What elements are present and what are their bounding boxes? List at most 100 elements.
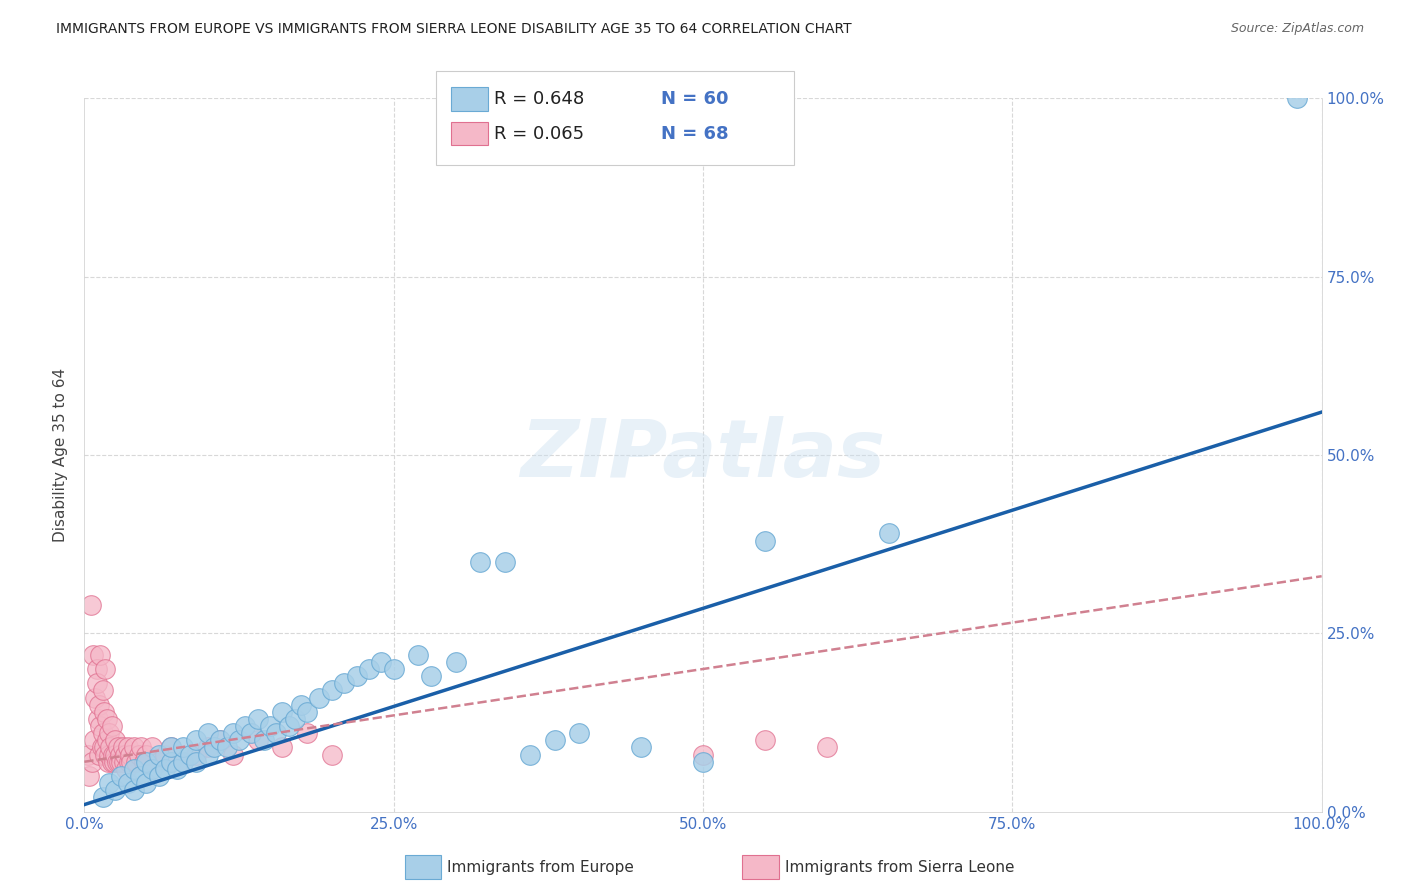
Point <box>215 740 238 755</box>
Point <box>160 740 183 755</box>
Point <box>122 762 145 776</box>
Point <box>100 719 122 733</box>
Point <box>184 733 207 747</box>
Point <box>197 747 219 762</box>
Point <box>444 655 467 669</box>
Point <box>108 755 131 769</box>
Point <box>79 769 101 783</box>
Point <box>96 712 118 726</box>
Point <box>114 747 136 762</box>
Point <box>112 755 135 769</box>
Point <box>107 740 129 755</box>
Point <box>148 769 170 783</box>
Point <box>877 526 900 541</box>
Point <box>222 726 245 740</box>
Text: IMMIGRANTS FROM EUROPE VS IMMIGRANTS FROM SIERRA LEONE DISABILITY AGE 35 TO 64 C: IMMIGRANTS FROM EUROPE VS IMMIGRANTS FRO… <box>56 22 852 37</box>
Point <box>104 747 127 762</box>
Point <box>321 747 343 762</box>
Point <box>103 755 125 769</box>
Point <box>692 747 714 762</box>
Point <box>184 755 207 769</box>
Point <box>246 733 269 747</box>
Point <box>246 712 269 726</box>
Point <box>129 740 152 755</box>
Point <box>90 740 112 755</box>
Point <box>96 733 118 747</box>
Point <box>98 776 121 790</box>
Point <box>77 747 100 762</box>
Point <box>264 726 287 740</box>
Point <box>202 740 225 755</box>
Text: Immigrants from Europe: Immigrants from Europe <box>447 860 634 874</box>
Point <box>253 733 276 747</box>
Point <box>228 733 250 747</box>
Point <box>277 719 299 733</box>
Y-axis label: Disability Age 35 to 64: Disability Age 35 to 64 <box>52 368 67 542</box>
Point <box>357 662 380 676</box>
Point <box>370 655 392 669</box>
Point <box>284 712 307 726</box>
Point <box>419 669 441 683</box>
Point <box>101 747 124 762</box>
Point <box>494 555 516 569</box>
Point <box>79 598 101 612</box>
Point <box>630 740 652 755</box>
Text: N = 60: N = 60 <box>661 90 728 108</box>
Point <box>148 747 170 762</box>
Point <box>98 726 121 740</box>
Point <box>172 755 194 769</box>
Point <box>122 740 145 755</box>
Text: Immigrants from Sierra Leone: Immigrants from Sierra Leone <box>785 860 1014 874</box>
Point <box>111 740 134 755</box>
Point <box>333 676 356 690</box>
Text: ZIPatlas: ZIPatlas <box>520 416 886 494</box>
Point <box>118 755 141 769</box>
Point <box>86 676 108 690</box>
Point <box>98 747 121 762</box>
Point <box>197 740 219 755</box>
Point <box>346 669 368 683</box>
Point <box>104 733 127 747</box>
Point <box>692 755 714 769</box>
Point <box>98 740 121 755</box>
Point <box>141 762 163 776</box>
Point <box>209 733 232 747</box>
Point <box>87 712 110 726</box>
Point <box>94 662 117 676</box>
Point <box>83 733 105 747</box>
Point <box>89 698 111 712</box>
Point <box>179 747 201 762</box>
Point <box>80 755 103 769</box>
Point <box>117 776 139 790</box>
Point <box>172 755 194 769</box>
Point <box>240 726 263 740</box>
Point <box>209 733 232 747</box>
Point <box>295 705 318 719</box>
Point <box>321 683 343 698</box>
Text: R = 0.648: R = 0.648 <box>494 90 583 108</box>
Point <box>129 769 152 783</box>
Point <box>222 747 245 762</box>
Point <box>197 726 219 740</box>
Point <box>160 740 183 755</box>
Point <box>91 726 114 740</box>
Point <box>754 733 776 747</box>
Text: Source: ZipAtlas.com: Source: ZipAtlas.com <box>1230 22 1364 36</box>
Point <box>89 648 111 662</box>
Point <box>97 755 120 769</box>
Point <box>153 747 176 762</box>
Point <box>89 747 111 762</box>
Point <box>110 769 132 783</box>
Point <box>290 698 312 712</box>
Point <box>122 783 145 797</box>
Point <box>110 747 132 762</box>
Point <box>135 776 157 790</box>
Point <box>382 662 405 676</box>
Point <box>89 719 111 733</box>
Point <box>135 747 157 762</box>
Point <box>184 747 207 762</box>
Point <box>128 747 150 762</box>
Point <box>125 755 148 769</box>
Point <box>754 533 776 548</box>
Point <box>815 740 838 755</box>
